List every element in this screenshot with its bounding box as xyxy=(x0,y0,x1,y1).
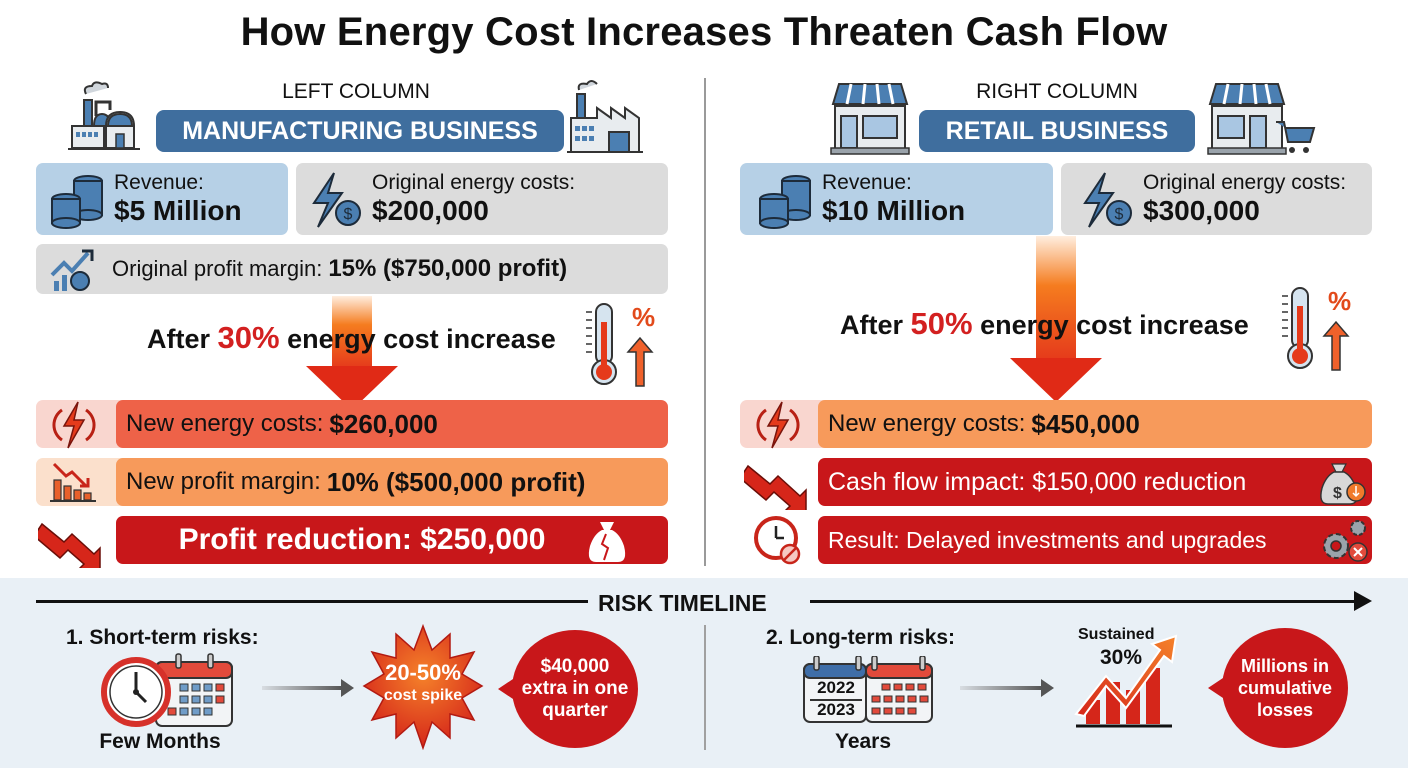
original-margin-value: 15% ($750,000 profit) xyxy=(328,255,568,282)
declining-bar-chart-icon xyxy=(50,462,96,502)
original-energy-value: $200,000 xyxy=(372,195,489,226)
factory-icon xyxy=(68,81,140,150)
svg-text:$: $ xyxy=(1115,206,1124,223)
original-margin-label: Original profit margin: xyxy=(112,256,323,281)
storefront-icon xyxy=(830,83,910,155)
sustained-label: Sustained xyxy=(1078,626,1155,643)
result-bar: Result: Delayed investments and upgrades xyxy=(818,516,1372,564)
downtrend-arrow-icon xyxy=(744,464,807,510)
svg-text:$: $ xyxy=(344,206,353,223)
retail-original-energy-card: $ Original energy costs: $300,000 xyxy=(1061,163,1372,235)
short-term-period: Few Months xyxy=(99,730,221,753)
svg-text:%: % xyxy=(632,302,655,332)
short-term-arrow-icon xyxy=(262,679,354,697)
lightning-cycle-icon xyxy=(52,401,96,449)
after-increase-heading: After 50% energy cost increase xyxy=(840,306,1249,341)
new-energy-costs-bar: New energy costs: $260,000 xyxy=(116,400,668,448)
after-increase-heading: After 30% energy cost increase xyxy=(147,320,556,355)
timeline-arrowhead-icon xyxy=(1354,591,1372,611)
retail-new-energy-costs-bar: New energy costs: $450,000 xyxy=(818,400,1372,448)
thermometer-percent-icon: % xyxy=(1282,286,1351,371)
flow-arrow-stem xyxy=(1036,236,1076,360)
retail-original-energy-label: Original energy costs: xyxy=(1143,171,1347,194)
flow-arrow-stem xyxy=(332,296,372,368)
retail-new-energy-value: $450,000 xyxy=(1031,408,1140,439)
rising-cost-chart-icon xyxy=(1074,634,1178,728)
original-energy-card: $ Original energy costs: $200,000 xyxy=(296,163,668,235)
retail-original-energy-value: $300,000 xyxy=(1143,195,1260,226)
spike-percent: 20-50% xyxy=(385,660,461,685)
profit-reduction-text: Profit reduction: $250,000 xyxy=(178,523,546,556)
cash-flow-impact-bar: Cash flow impact: $150,000 reduction xyxy=(818,458,1372,506)
money-bag-down-icon: $ xyxy=(1320,463,1366,505)
sustained-percent: 30% xyxy=(1100,646,1143,669)
spike-label: cost spike xyxy=(383,687,463,704)
timeline-divider xyxy=(704,625,706,750)
original-margin-card: Original profit margin: 15% ($750,000 pr… xyxy=(36,244,668,294)
long-term-impact-bubble: Millions in cumulative losses xyxy=(1208,628,1348,748)
lightning-dollar-icon: $ xyxy=(1083,172,1132,228)
lightning-cycle-icon xyxy=(756,401,800,449)
cost-spike-burst-icon xyxy=(362,624,484,750)
short-term-heading: 1. Short-term risks: xyxy=(66,626,259,649)
year-2023: 2023 xyxy=(817,700,855,719)
new-margin-label: New profit margin: xyxy=(126,468,321,495)
increase-percent: 30% xyxy=(217,320,280,355)
revenue-value: $5 Million xyxy=(114,195,242,226)
factory-building-icon xyxy=(567,80,643,153)
profit-reduction-bar: Profit reduction: $250,000 xyxy=(116,516,668,564)
retail-new-energy-label: New energy costs: xyxy=(828,410,1026,437)
new-margin-value: 10% ($500,000 profit) xyxy=(326,466,586,497)
svg-text:%: % xyxy=(1328,286,1351,316)
cost-spike-text: 20-50% cost spike xyxy=(362,660,484,706)
clock-calendar-icon xyxy=(101,653,233,727)
svg-text:$: $ xyxy=(1333,485,1342,502)
risk-timeline-title: RISK TIMELINE xyxy=(598,590,767,616)
multi-year-calendar-icon xyxy=(803,656,933,723)
flow-arrow-head xyxy=(1010,358,1102,402)
cash-flow-impact-text: Cash flow impact: $150,000 reduction xyxy=(828,467,1247,496)
column-divider xyxy=(704,78,706,566)
result-text: Result: Delayed investments and upgrades xyxy=(828,526,1267,553)
thermometer-percent-icon: % xyxy=(586,302,655,387)
page-title: How Energy Cost Increases Threaten Cash … xyxy=(240,10,1168,54)
retail-revenue-card: Revenue: $10 Million xyxy=(740,163,1053,235)
new-profit-margin-bar: New profit margin: 10% ($500,000 profit) xyxy=(116,458,668,506)
coins-stack-icon xyxy=(51,175,103,229)
year-2022: 2022 xyxy=(817,678,855,697)
gears-cancel-icon xyxy=(1323,520,1368,562)
retail-revenue-label: Revenue: xyxy=(822,171,912,194)
left-column-label: LEFT COLUMN xyxy=(282,80,430,103)
broken-money-bag-icon xyxy=(588,522,626,562)
clock-delay-icon xyxy=(754,516,801,565)
coins-stack-icon xyxy=(759,175,811,229)
retail-revenue-value: $10 Million xyxy=(822,195,966,226)
timeline-line-right xyxy=(810,600,1358,603)
original-energy-label: Original energy costs: xyxy=(372,171,576,194)
new-energy-label: New energy costs: xyxy=(126,410,324,437)
growth-chart-dollar-icon xyxy=(50,249,94,291)
right-column-label: RIGHT COLUMN xyxy=(976,80,1138,103)
revenue-card: Revenue: $5 Million xyxy=(36,163,288,235)
retail-business-badge: RETAIL BUSINESS xyxy=(919,110,1195,152)
lightning-dollar-icon: $ xyxy=(312,172,361,228)
revenue-label: Revenue: xyxy=(114,171,204,194)
long-term-period: Years xyxy=(834,730,892,753)
new-energy-value: $260,000 xyxy=(329,408,438,439)
long-term-heading: 2. Long-term risks: xyxy=(766,626,956,649)
increase-percent: 50% xyxy=(910,306,973,341)
long-term-arrow-icon xyxy=(960,679,1054,697)
storefront-cart-icon xyxy=(1207,83,1316,155)
timeline-line-left xyxy=(36,600,588,603)
downtrend-arrow-icon xyxy=(38,522,101,568)
short-term-impact-bubble: $40,000 extra in one quarter xyxy=(498,630,638,748)
manufacturing-business-badge: MANUFACTURING BUSINESS xyxy=(156,110,564,152)
